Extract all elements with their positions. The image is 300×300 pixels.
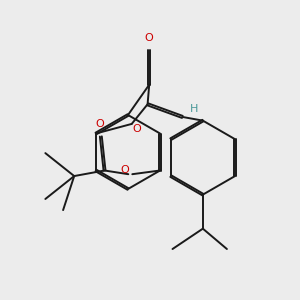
Text: O: O [145, 32, 154, 43]
Text: H: H [190, 104, 199, 114]
Text: O: O [120, 165, 129, 175]
Text: O: O [132, 124, 141, 134]
Text: O: O [95, 119, 104, 130]
